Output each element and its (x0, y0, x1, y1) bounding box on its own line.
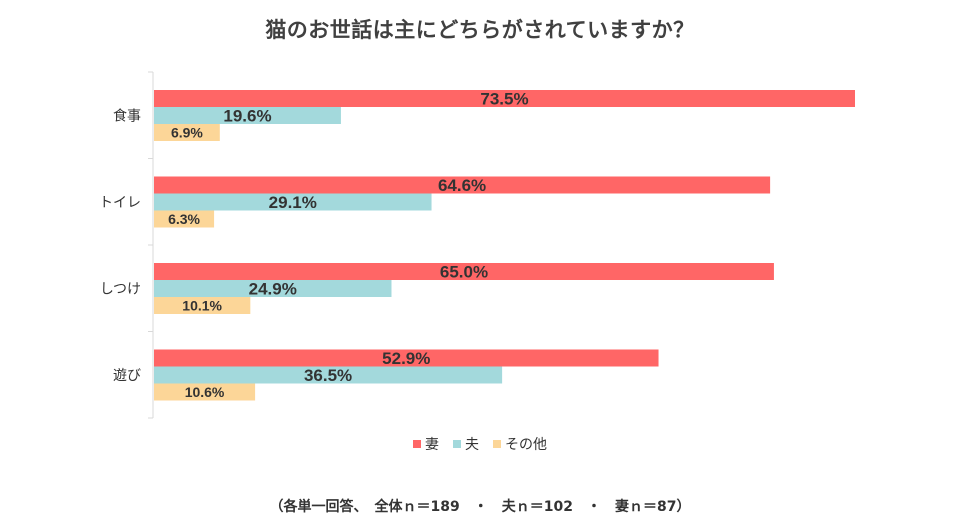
category-label: トイレ (99, 195, 141, 211)
bar-妻 (154, 176, 771, 194)
category-label: しつけ (100, 281, 141, 297)
legend-swatch (493, 440, 501, 448)
data-label-夫: 19.6% (223, 107, 271, 126)
bar-夫 (154, 280, 392, 297)
legend-swatch (453, 440, 461, 448)
data-label-夫: 29.1% (269, 193, 317, 212)
bar-その他 (154, 383, 256, 401)
bar-その他 (154, 124, 220, 141)
bar-夫 (154, 193, 432, 211)
data-label-その他: 6.3% (168, 211, 200, 227)
bar-夫 (154, 366, 503, 384)
data-label-その他: 6.9% (171, 125, 203, 141)
legend-label: その他 (505, 437, 547, 453)
chart-title: 猫のお世話は主にどちらがされていますか？ (265, 18, 695, 42)
data-label-妻: 65.0% (440, 263, 488, 282)
bar-その他 (154, 297, 251, 314)
bar-妻 (154, 90, 855, 107)
category-label: 食事 (113, 107, 141, 124)
data-label-夫: 24.9% (249, 280, 297, 299)
category-label: 遊び (113, 368, 141, 384)
footnote: （各単一回答、 全体ｎ＝189 ・ 夫ｎ＝102 ・ 妻ｎ＝87） (269, 499, 691, 515)
bar-妻 (154, 349, 659, 367)
legend-item: その他 (493, 434, 547, 454)
legend-label: 妻 (425, 437, 439, 453)
legend-label: 夫 (465, 437, 479, 453)
bars (154, 90, 855, 401)
legend: 妻 夫 その他 (0, 434, 960, 454)
legend-swatch (413, 440, 421, 448)
bar-その他 (154, 210, 215, 228)
data-label-その他: 10.6% (185, 384, 225, 400)
bar-夫 (154, 107, 341, 124)
category-ticks (148, 71, 153, 419)
data-label-妻: 52.9% (382, 349, 430, 368)
data-label-妻: 64.6% (438, 176, 486, 195)
legend-item: 妻 (413, 434, 439, 454)
bar-妻 (154, 263, 774, 280)
data-label-その他: 10.1% (182, 298, 222, 314)
value-labels: 73.5% 19.6% 6.9% 64.6% 29.1% 6.3% 65.0% 24.9% 10… (168, 90, 529, 400)
legend-item: 夫 (453, 434, 479, 454)
data-label-夫: 36.5% (304, 366, 352, 385)
data-label-妻: 73.5% (480, 90, 528, 109)
